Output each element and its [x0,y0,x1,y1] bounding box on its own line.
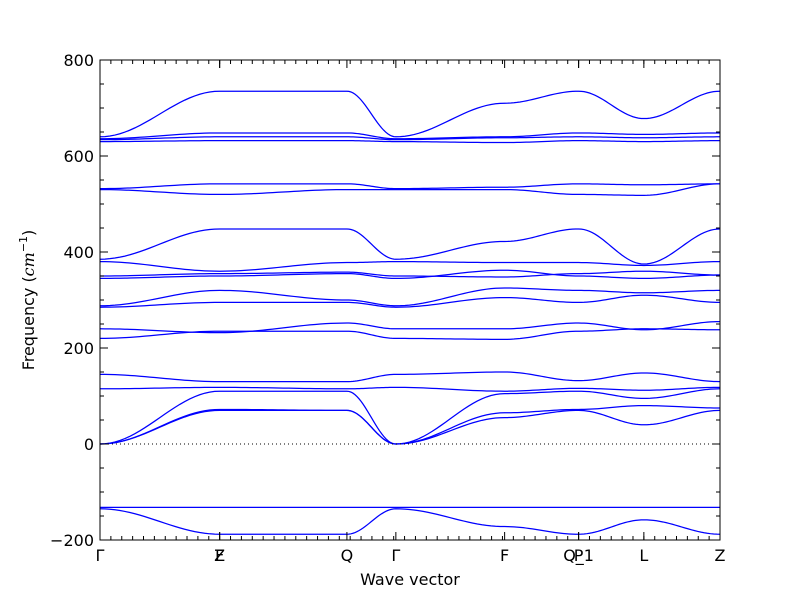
y-tick-label: 800 [63,51,94,70]
band-line-20 [99,132,721,140]
y-tick-label: 600 [63,147,94,166]
band-line-15 [99,228,721,265]
y-tick-label: −200 [50,531,94,550]
band-line-4 [99,404,721,445]
x-tick-label: L [639,546,648,565]
y-axis-label-unit: cm [19,252,38,276]
x-tick-label: Q_1 [563,546,594,566]
y-axis-label-close: ) [19,230,38,236]
band-line-19 [99,136,720,141]
band-line-6 [99,386,721,392]
band-line-13 [99,270,721,278]
x-tick-labels: Γ FZ Q Γ F PQ_1 L Z [96,546,726,566]
y-tick-label: 400 [63,243,94,262]
band-line-1 [99,508,721,535]
band-line-12 [99,269,721,280]
band-line-3 [99,409,721,445]
y-axis-label-exponent: −1 [17,236,30,252]
y-axis-label-word: Frequency ( [19,276,38,370]
x-tick-label: Γ [391,546,400,565]
band-line-11 [99,287,721,307]
band-line-14 [99,260,721,272]
y-axis-ticks [100,59,720,541]
y-tick-labels: −200 0 200 400 600 800 [50,51,94,550]
x-tick-label: Z [715,546,726,565]
band-line-10 [99,294,721,308]
x-tick-label: F [500,546,509,565]
x-tick-label: Z [214,546,225,565]
band-line-5 [99,388,721,445]
band-line-21 [99,90,721,138]
band-line-9 [99,320,721,334]
band-line-7 [99,371,721,383]
y-axis-label: Frequency (cm−1) [17,230,38,371]
x-tick-label: P [574,546,584,565]
x-tick-label: Q [341,546,354,565]
band-line-17 [99,183,720,190]
plot-frame [99,59,721,541]
band-line-16 [99,183,721,196]
x-axis-label: Wave vector [360,570,460,589]
y-tick-label: 0 [84,435,94,454]
y-tick-label: 200 [63,339,94,358]
band-line-18 [100,140,720,144]
band-line-8 [99,328,720,340]
band-lines [99,90,721,535]
x-tick-label: F [215,546,224,565]
x-axis-ticks [99,60,721,540]
x-tick-label: Γ [96,546,105,565]
